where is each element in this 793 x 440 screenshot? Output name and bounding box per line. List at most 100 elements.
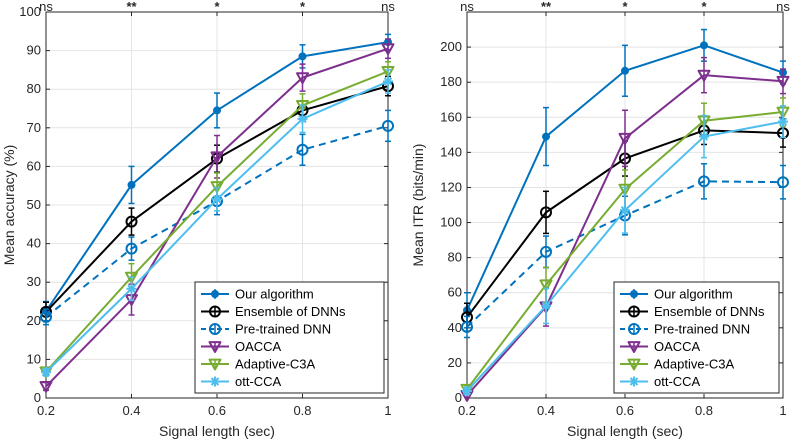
legend-label: ott-CCA <box>235 374 282 389</box>
y-tick-label: 20 <box>27 313 41 328</box>
chart-1-ticks: 0 10 20 30 40 50 60 70 80 90 100 0.2 0.4 0.6 0.8 1 <box>19 4 391 418</box>
legend-marker <box>209 305 221 318</box>
legend-label: Pre-trained DNN <box>235 322 331 337</box>
significance-label: * <box>300 0 306 14</box>
data-point <box>618 183 632 196</box>
y-tick-label: 10 <box>27 351 41 366</box>
data-point <box>539 279 553 292</box>
legend-box <box>194 281 385 394</box>
y-tick-label: 50 <box>27 197 41 212</box>
data-point <box>210 151 224 164</box>
legend-label: Adaptive-C3A <box>654 357 735 372</box>
significance-label: ns <box>39 0 53 14</box>
legend-marker <box>208 358 222 371</box>
y-tick-label: 60 <box>27 158 41 173</box>
y-tick-label: 80 <box>448 250 462 265</box>
legend-box <box>613 281 780 394</box>
x-tick-label: 1 <box>384 403 391 418</box>
data-point <box>540 206 552 219</box>
legend-label: Ensemble of DNNs <box>654 304 765 319</box>
legend-marker <box>208 341 222 353</box>
y-tick-label: 40 <box>27 236 41 251</box>
chart-1-series-6 <box>41 69 393 378</box>
y-tick-label: 100 <box>440 215 462 230</box>
significance-label: ** <box>541 0 552 14</box>
legend-marker <box>209 323 221 335</box>
data-point <box>620 205 630 216</box>
significance-label: ns <box>381 0 395 14</box>
x-tick-label: 0.6 <box>616 403 634 418</box>
data-point <box>381 66 395 78</box>
y-tick-label: 140 <box>440 144 462 159</box>
legend-marker <box>627 358 641 371</box>
legend-label: Our algorithm <box>235 287 314 302</box>
data-point <box>540 245 552 258</box>
data-point <box>40 310 52 323</box>
significance-label: ns <box>776 0 790 14</box>
legend-marker <box>628 323 640 335</box>
y-tick-label: 120 <box>440 179 462 194</box>
data-point <box>621 66 629 75</box>
x-tick-label: 0.8 <box>293 403 311 418</box>
data-point <box>212 194 222 205</box>
y-tick-label: 0 <box>34 390 41 405</box>
data-point <box>699 131 709 142</box>
legend-label: Our algorithm <box>654 287 733 302</box>
y-tick-label: 80 <box>27 81 41 96</box>
data-point <box>381 43 395 56</box>
legend-label: Pre-trained DNN <box>654 322 750 337</box>
data-point <box>41 367 51 378</box>
data-point <box>542 132 550 141</box>
legend-label: OACCA <box>235 339 282 354</box>
significance-label: * <box>214 0 220 14</box>
legend-marker <box>630 290 638 298</box>
x-tick-label: 0.4 <box>537 403 555 418</box>
data-point <box>298 52 307 61</box>
significance-label: ns <box>460 0 474 14</box>
chart-2-ticks: 0 20 40 60 80 100 120 140 160 180 200 0.2 0.4 0.6 0.8 1 <box>440 12 787 418</box>
data-point <box>698 175 710 188</box>
legend-marker <box>628 305 640 318</box>
chart-1-legend: Our algorithm Ensemble of DNNs Pre-trained… <box>194 281 385 394</box>
significance-label: * <box>622 0 628 14</box>
data-point <box>127 180 136 189</box>
data-point <box>618 132 632 145</box>
chart-1-y-axis-label: Mean accuracy (%) <box>1 145 17 266</box>
significance-label: ** <box>126 0 137 14</box>
x-tick-label: 0.6 <box>208 403 226 418</box>
y-tick-label: 20 <box>448 355 462 370</box>
data-point <box>462 385 472 396</box>
y-tick-label: 30 <box>27 274 41 289</box>
chart-2-legend: Our algorithm Ensemble of DNNs Pre-trained… <box>613 281 780 394</box>
significance-label: * <box>701 0 707 14</box>
legend-label: Adaptive-C3A <box>235 357 316 372</box>
y-tick-label: 200 <box>440 39 462 54</box>
data-point <box>460 383 474 396</box>
legend-label: Ensemble of DNNs <box>235 304 346 319</box>
chart-2-x-axis-label: Signal length (sec) <box>567 423 683 439</box>
legend-marker <box>629 376 639 387</box>
data-point <box>541 300 551 311</box>
y-tick-label: 40 <box>448 320 462 335</box>
legend-label: OACCA <box>654 339 701 354</box>
data-point <box>700 41 708 50</box>
data-point <box>297 113 308 124</box>
data-point <box>126 283 137 294</box>
x-tick-label: 0.8 <box>695 403 713 418</box>
y-tick-label: 0 <box>455 390 462 405</box>
data-point <box>296 72 309 85</box>
data-point <box>776 75 790 88</box>
data-point <box>778 116 788 127</box>
y-tick-label: 180 <box>440 74 462 89</box>
data-point <box>213 106 221 115</box>
data-point <box>777 176 789 189</box>
chart-2-y-axis-label: Mean ITR (bits/min) <box>410 144 426 267</box>
x-tick-label: 0.4 <box>122 403 140 418</box>
chart-1-x-axis-label: Signal length (sec) <box>159 423 275 439</box>
y-tick-label: 160 <box>440 109 462 124</box>
data-point <box>125 215 138 228</box>
y-tick-label: 60 <box>448 285 462 300</box>
legend-marker <box>210 376 220 387</box>
y-tick-label: 70 <box>27 120 41 135</box>
